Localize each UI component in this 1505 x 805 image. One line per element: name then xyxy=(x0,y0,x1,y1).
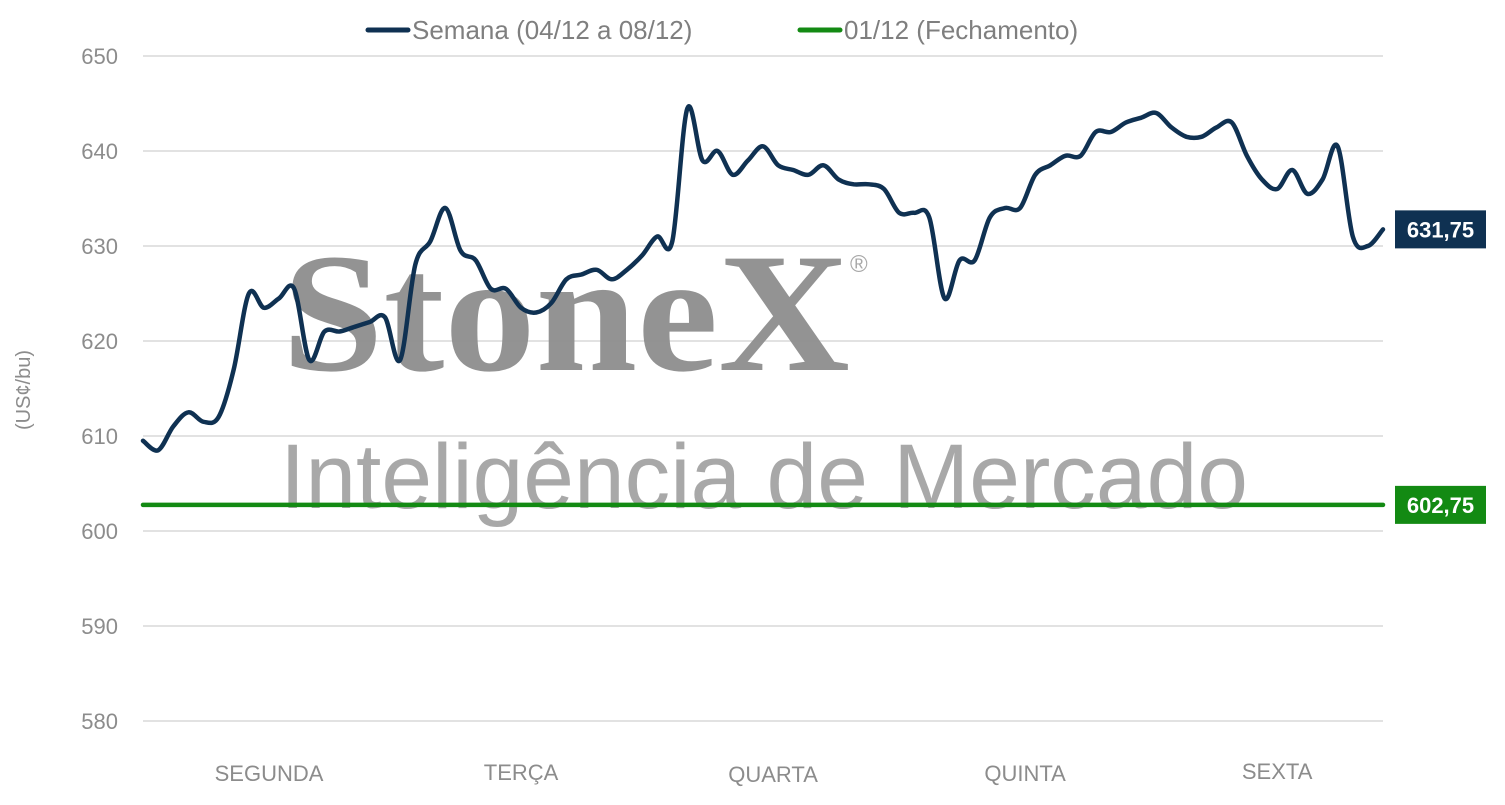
end-label-badge xyxy=(1395,210,1486,249)
end-labels: 631,75 602,75 xyxy=(1395,210,1486,524)
watermark: StoneX ® Inteligência de Mercado xyxy=(280,219,1248,528)
y-axis-ticks: 650 640 630 620 610 600 590 580 xyxy=(81,44,118,734)
y-tick-label: 590 xyxy=(81,614,118,639)
x-category-label: QUARTA xyxy=(728,762,818,787)
watermark-subtitle: Inteligência de Mercado xyxy=(280,426,1248,528)
legend-label: Semana (04/12 a 08/12) xyxy=(412,15,692,45)
series-lines xyxy=(140,104,1386,508)
end-label-value: 602,75 xyxy=(1407,493,1474,518)
x-category-label: SEGUNDA xyxy=(215,761,324,786)
end-label-value: 631,75 xyxy=(1407,217,1474,242)
y-tick-label: 610 xyxy=(81,424,118,449)
x-category-label: TERÇA xyxy=(484,760,559,785)
legend-label: 01/12 (Fechamento) xyxy=(844,15,1078,45)
series-line-0 xyxy=(140,104,1386,453)
y-tick-label: 580 xyxy=(81,709,118,734)
y-tick-label: 620 xyxy=(81,329,118,354)
y-tick-label: 640 xyxy=(81,139,118,164)
gridlines xyxy=(143,55,1383,722)
x-category-label: SEXTA xyxy=(1242,759,1313,784)
watermark-registered-mark: ® xyxy=(850,251,868,278)
y-axis-label: (US¢/bu) xyxy=(13,350,35,430)
x-axis-categories: SEGUNDA TERÇA QUARTA QUINTA SEXTA xyxy=(215,759,1313,787)
legend: Semana (04/12 a 08/12) 01/12 (Fechamento) xyxy=(365,15,1078,45)
watermark-brand: StoneX xyxy=(282,219,850,407)
y-tick-label: 600 xyxy=(81,519,118,544)
y-tick-label: 630 xyxy=(81,234,118,259)
end-label-badge xyxy=(1395,485,1486,524)
y-tick-label: 650 xyxy=(81,44,118,69)
x-category-label: QUINTA xyxy=(984,761,1066,786)
